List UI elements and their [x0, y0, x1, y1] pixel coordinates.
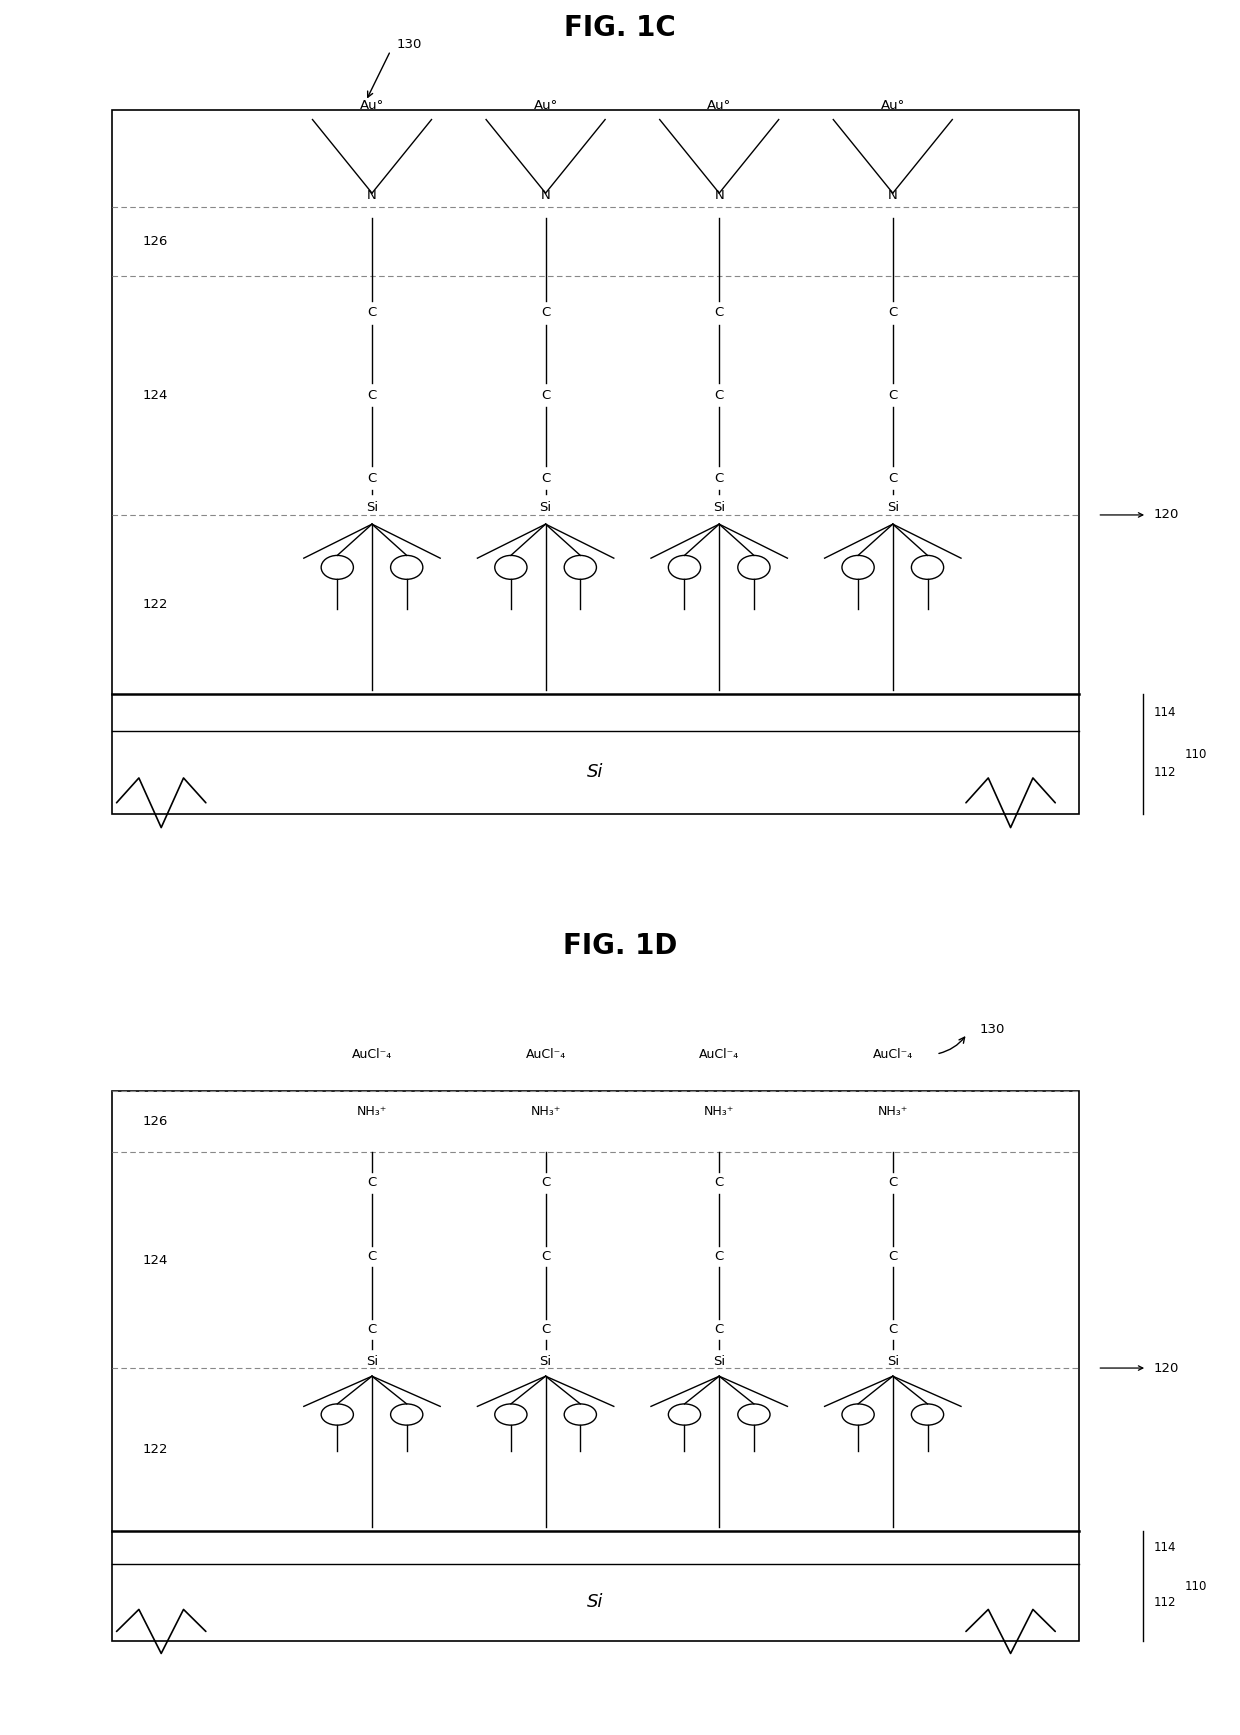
Text: C: C	[714, 1324, 724, 1336]
Text: C: C	[714, 1176, 724, 1190]
Text: C: C	[367, 472, 377, 484]
Text: NH₃⁺: NH₃⁺	[704, 1105, 734, 1117]
Text: FIG. 1C: FIG. 1C	[564, 14, 676, 42]
Text: Si: Si	[887, 1355, 899, 1367]
Text: C: C	[714, 472, 724, 484]
Text: 114: 114	[1153, 1541, 1176, 1555]
Text: C: C	[888, 1249, 898, 1263]
Text: Si: Si	[713, 1355, 725, 1367]
Text: 120: 120	[1153, 508, 1178, 522]
Text: 130: 130	[980, 1024, 1004, 1036]
Text: C: C	[367, 305, 377, 319]
Text: Si: Si	[539, 1355, 552, 1367]
Text: C: C	[888, 1324, 898, 1336]
Text: C: C	[888, 305, 898, 319]
Text: 110: 110	[1184, 1579, 1207, 1593]
Text: 120: 120	[1153, 1362, 1178, 1374]
Text: C: C	[888, 1176, 898, 1190]
Text: 122: 122	[143, 1444, 169, 1456]
Text: C: C	[541, 305, 551, 319]
Text: 114: 114	[1153, 706, 1176, 718]
Text: Au°: Au°	[880, 99, 905, 113]
Text: AuCl⁻₄: AuCl⁻₄	[352, 1048, 392, 1060]
Text: N: N	[888, 189, 898, 203]
Text: C: C	[714, 389, 724, 403]
Text: C: C	[367, 389, 377, 403]
Text: 110: 110	[1184, 748, 1207, 760]
Text: Si: Si	[587, 763, 604, 781]
Text: NH₃⁺: NH₃⁺	[878, 1105, 908, 1117]
Text: C: C	[541, 1324, 551, 1336]
Text: FIG. 1D: FIG. 1D	[563, 932, 677, 959]
Text: Si: Si	[587, 1593, 604, 1612]
Text: C: C	[714, 305, 724, 319]
Text: Au°: Au°	[360, 99, 384, 113]
Text: NH₃⁺: NH₃⁺	[357, 1105, 387, 1117]
Text: N: N	[714, 189, 724, 203]
Text: Si: Si	[366, 1355, 378, 1367]
Text: Si: Si	[887, 501, 899, 514]
Text: C: C	[541, 1176, 551, 1190]
Text: Au°: Au°	[707, 99, 732, 113]
Text: 130: 130	[397, 38, 422, 50]
Text: C: C	[888, 472, 898, 484]
Text: 112: 112	[1153, 1596, 1176, 1608]
Text: N: N	[541, 189, 551, 203]
Text: AuCl⁻₄: AuCl⁻₄	[873, 1048, 913, 1060]
Text: 124: 124	[143, 1253, 167, 1267]
Text: C: C	[541, 1249, 551, 1263]
Text: 126: 126	[143, 234, 167, 248]
Text: N: N	[367, 189, 377, 203]
Text: 124: 124	[143, 389, 167, 403]
Text: Si: Si	[366, 501, 378, 514]
Text: C: C	[367, 1176, 377, 1190]
Text: C: C	[541, 389, 551, 403]
Text: 112: 112	[1153, 765, 1176, 779]
Text: Si: Si	[713, 501, 725, 514]
Text: 126: 126	[143, 1116, 167, 1128]
Text: C: C	[541, 472, 551, 484]
Text: Au°: Au°	[533, 99, 558, 113]
Text: C: C	[888, 389, 898, 403]
Text: 122: 122	[143, 599, 169, 611]
Text: C: C	[367, 1324, 377, 1336]
Text: AuCl⁻₄: AuCl⁻₄	[699, 1048, 739, 1060]
Text: NH₃⁺: NH₃⁺	[531, 1105, 560, 1117]
Text: AuCl⁻₄: AuCl⁻₄	[526, 1048, 565, 1060]
Text: C: C	[714, 1249, 724, 1263]
Text: Si: Si	[539, 501, 552, 514]
Text: C: C	[367, 1249, 377, 1263]
